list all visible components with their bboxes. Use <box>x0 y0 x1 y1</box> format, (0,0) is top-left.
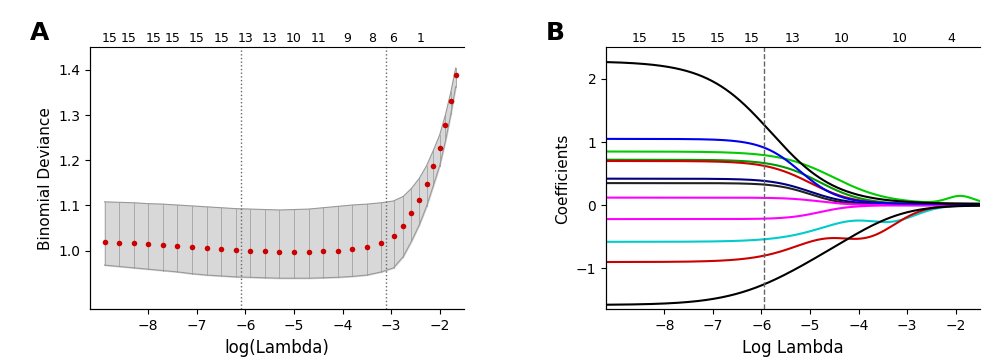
Y-axis label: Coefficients: Coefficients <box>555 133 570 223</box>
X-axis label: Log Lambda: Log Lambda <box>742 339 844 357</box>
Text: A: A <box>30 21 50 45</box>
Text: B: B <box>546 21 565 45</box>
X-axis label: log(Lambda): log(Lambda) <box>225 339 329 357</box>
Y-axis label: Binomial Deviance: Binomial Deviance <box>38 107 53 250</box>
